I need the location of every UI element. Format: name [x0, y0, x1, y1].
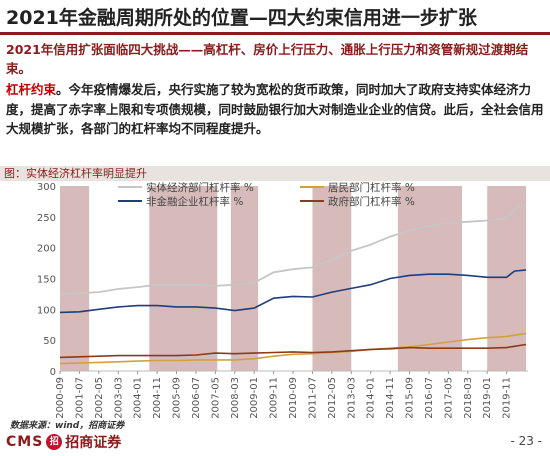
x-tick-label: 2010-09: [288, 377, 299, 418]
figure-caption: 图：实体经济杠杆率明显提升: [0, 166, 550, 181]
x-tick-label: 2014-01: [366, 377, 377, 418]
company-logo: CMS 招 招商证券: [6, 432, 121, 452]
x-tick-label: 2019-11: [502, 377, 513, 418]
x-tick-label: 2008-03: [230, 377, 241, 418]
body-paragraph: 杠杆约束。今年疫情爆发后，央行实施了较为宽松的货币政策，同时加大了政府支持实体经…: [6, 80, 546, 139]
x-tick-label: 2017-05: [443, 377, 454, 418]
x-tick-label: 2016-07: [424, 377, 435, 418]
x-tick-label: 2004-01: [133, 377, 144, 418]
y-tick-label: 250: [37, 213, 56, 224]
x-tick-label: 2015-09: [405, 377, 416, 418]
y-tick-label: 100: [37, 305, 56, 316]
x-tick-label: 2019-01: [482, 377, 493, 418]
shaded-period-3: [312, 186, 352, 371]
y-tick-label: 200: [37, 244, 56, 255]
x-tick-label: 2001-07: [74, 377, 85, 418]
body-lead: 杠杆约束: [6, 82, 57, 97]
legend-label-1: 居民部门杠杆率 %: [328, 181, 415, 194]
series-line-3: [59, 343, 527, 359]
x-tick-label: 2012-05: [327, 377, 338, 418]
x-tick-label: 2005-09: [172, 377, 183, 418]
x-tick-label: 2011-07: [307, 377, 318, 418]
logo-cms: CMS: [6, 434, 44, 450]
x-tick-label: 2014-11: [385, 377, 396, 418]
series-line-0: [59, 203, 527, 295]
logo-name: 招商证券: [65, 435, 122, 451]
shaded-period-4: [397, 186, 462, 371]
x-tick-label: 2002-05: [94, 377, 105, 418]
title-divider: [0, 32, 550, 35]
data-source: 数据来源：wind，招商证券: [10, 421, 125, 431]
subtitle: 2021年信用扩张面临四大挑战——高杠杆、房价上行压力、通胀上行压力和资管新规过…: [6, 42, 529, 76]
y-tick-label: 150: [37, 275, 56, 286]
x-tick-label: 2006-07: [191, 377, 202, 418]
x-tick-label: 2000-09: [55, 377, 66, 418]
shaded-period-5: [487, 186, 527, 371]
logo-mark-icon: 招: [46, 434, 63, 450]
x-tick-label: 2018-03: [463, 377, 474, 418]
page-number: - 23 -: [510, 434, 542, 448]
x-tick-label: 2003-03: [113, 377, 124, 418]
leverage-chart: 0 50 100 150 200 250 300 2000-09 2001-07 2002-05 2…: [37, 181, 528, 418]
shaded-period-2: [230, 186, 259, 371]
x-tick-label: 2009-01: [249, 377, 260, 418]
series-line-1: [59, 332, 527, 365]
y-tick-label: 50: [43, 336, 56, 347]
x-tick-label: 2004-11: [152, 377, 163, 418]
legend-label-0: 实体经济部门杠杆率 %: [146, 181, 254, 194]
y-tick-label: 300: [37, 182, 56, 193]
body-text: 。今年疫情爆发后，央行实施了较为宽松的货币政策，同时加大了政府支持实体经济力度，…: [6, 82, 544, 136]
x-tick-label: 2009-11: [269, 377, 280, 418]
legend-label-3: 政府部门杠杆率 %: [328, 195, 415, 208]
page-title: 2021年金融周期所处的位置—四大约束信用进一步扩张: [6, 7, 477, 29]
shaded-period-0: [60, 186, 90, 371]
shaded-period-1: [149, 186, 218, 371]
series-line-2: [59, 269, 527, 314]
y-tick-label: 0: [50, 367, 56, 378]
legend-label-2: 非金融企业杠杆率 %: [146, 195, 243, 208]
x-tick-label: 2007-05: [210, 377, 221, 418]
x-tick-label: 2013-03: [346, 377, 357, 418]
